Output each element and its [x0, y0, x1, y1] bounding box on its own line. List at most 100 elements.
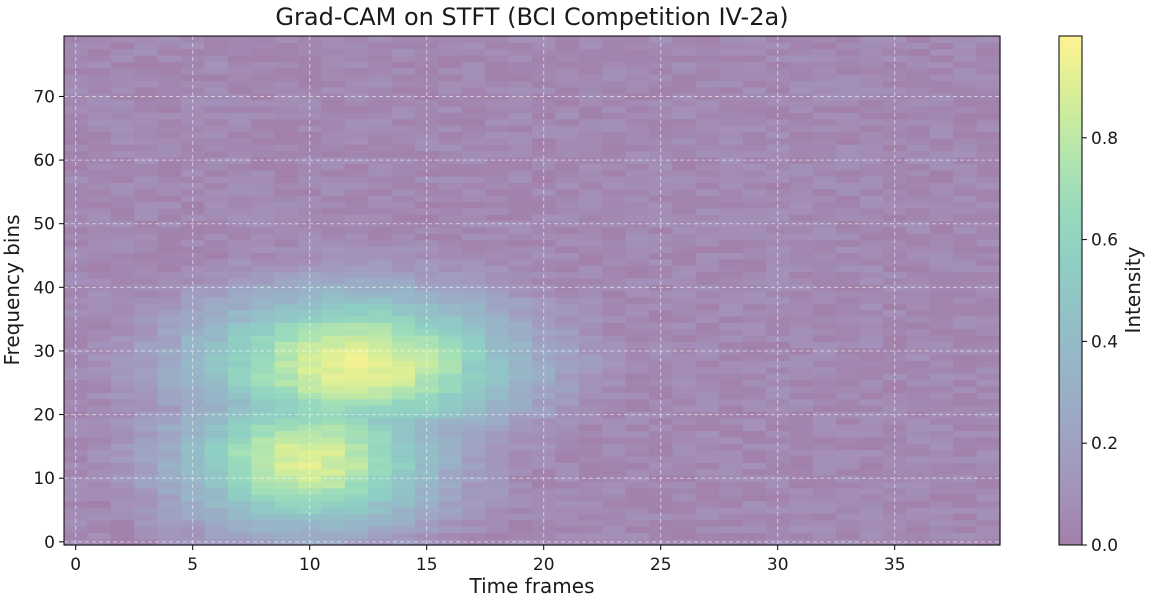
- heatmap-cell: [578, 182, 603, 190]
- heatmap-cell: [134, 449, 159, 457]
- heatmap-cell: [672, 303, 697, 311]
- heatmap-cell: [415, 303, 439, 311]
- heatmap-cell: [368, 195, 393, 203]
- heatmap-cell: [157, 125, 182, 133]
- heatmap-cell: [625, 475, 650, 482]
- heatmap-cell: [812, 475, 837, 482]
- heatmap-cell: [719, 188, 744, 196]
- heatmap-cell: [110, 354, 135, 362]
- heatmap-cell: [134, 405, 159, 412]
- heatmap-cell: [368, 494, 393, 502]
- heatmap-cell: [321, 430, 346, 438]
- heatmap-cell: [274, 506, 299, 514]
- heatmap-cell: [812, 169, 837, 177]
- heatmap-cell: [461, 163, 486, 171]
- heatmap-cell: [906, 481, 931, 489]
- heatmap-cell: [742, 125, 767, 133]
- heatmap-cell: [251, 233, 276, 241]
- heatmap-cell: [321, 360, 346, 368]
- heatmap-cell: [906, 118, 931, 126]
- heatmap-cell: [461, 169, 486, 177]
- heatmap-cell: [181, 99, 205, 107]
- heatmap-cell: [953, 265, 978, 273]
- heatmap-cell: [134, 481, 159, 489]
- heatmap-cell: [625, 322, 650, 330]
- heatmap-cell: [227, 150, 252, 158]
- heatmap-cell: [274, 411, 299, 419]
- heatmap-cell: [87, 296, 112, 304]
- heatmap-cell: [321, 42, 346, 50]
- heatmap-cell: [672, 481, 697, 489]
- heatmap-cell: [110, 188, 135, 196]
- heatmap-cell: [859, 500, 884, 508]
- heatmap-cell: [929, 182, 954, 190]
- heatmap-cell: [859, 112, 884, 120]
- heatmap-cell: [134, 245, 159, 253]
- heatmap-cell: [321, 506, 346, 514]
- heatmap-cell: [859, 80, 884, 88]
- heatmap-cell: [321, 131, 346, 139]
- heatmap-cell: [695, 182, 720, 190]
- heatmap-cell: [251, 328, 276, 336]
- heatmap-cell: [906, 424, 931, 432]
- heatmap-cell: [274, 417, 299, 425]
- heatmap-cell: [64, 443, 88, 451]
- heatmap-cell: [391, 513, 416, 521]
- heatmap-cell: [625, 443, 650, 451]
- heatmap-cell: [87, 424, 112, 432]
- heatmap-cell: [274, 284, 299, 292]
- heatmap-cell: [578, 373, 603, 381]
- heatmap-cell: [204, 475, 229, 482]
- heatmap-cell: [789, 182, 814, 190]
- heatmap-cell: [391, 468, 416, 476]
- heatmap-cell: [625, 519, 650, 527]
- heatmap-cell: [344, 67, 369, 75]
- heatmap-cell: [485, 360, 510, 368]
- heatmap-cell: [134, 48, 159, 56]
- heatmap-cell: [976, 169, 1001, 177]
- heatmap-cell: [976, 175, 1001, 183]
- heatmap-cell: [87, 519, 112, 527]
- heatmap-cell: [344, 411, 369, 419]
- heatmap-cell: [812, 86, 837, 94]
- heatmap-cell: [157, 252, 182, 260]
- heatmap-cell: [134, 284, 159, 292]
- heatmap-cell: [742, 74, 767, 82]
- heatmap-cell: [929, 86, 954, 94]
- heatmap-cell: [906, 105, 931, 113]
- heatmap-cell: [976, 80, 1001, 88]
- heatmap-cell: [251, 532, 276, 540]
- heatmap-cell: [649, 373, 673, 381]
- heatmap-cell: [649, 443, 673, 451]
- heatmap-cell: [789, 354, 814, 362]
- heatmap-cell: [929, 366, 954, 374]
- heatmap-cell: [672, 513, 697, 521]
- heatmap-cell: [485, 61, 510, 69]
- heatmap-cell: [391, 417, 416, 425]
- heatmap-cell: [274, 169, 299, 177]
- heatmap-cell: [812, 430, 837, 438]
- heatmap-cell: [461, 48, 486, 56]
- heatmap-cell: [906, 214, 931, 222]
- heatmap-cell: [461, 468, 486, 476]
- heatmap-cell: [251, 366, 276, 374]
- heatmap-cell: [461, 125, 486, 133]
- heatmap-cell: [672, 175, 697, 183]
- heatmap-cell: [789, 417, 814, 425]
- heatmap-cell: [555, 156, 580, 164]
- heatmap-cell: [719, 443, 744, 451]
- heatmap-cell: [251, 379, 276, 387]
- heatmap-cell: [274, 455, 299, 463]
- heatmap-cell: [391, 309, 416, 317]
- heatmap-cell: [157, 379, 182, 387]
- heatmap-cell: [812, 220, 837, 228]
- heatmap-cell: [485, 398, 510, 406]
- heatmap-cell: [532, 80, 556, 88]
- heatmap-cell: [368, 443, 393, 451]
- heatmap-cell: [134, 462, 159, 470]
- heatmap-cell: [227, 265, 252, 273]
- heatmap-cell: [321, 105, 346, 113]
- heatmap-cell: [438, 195, 463, 203]
- heatmap-cell: [789, 80, 814, 88]
